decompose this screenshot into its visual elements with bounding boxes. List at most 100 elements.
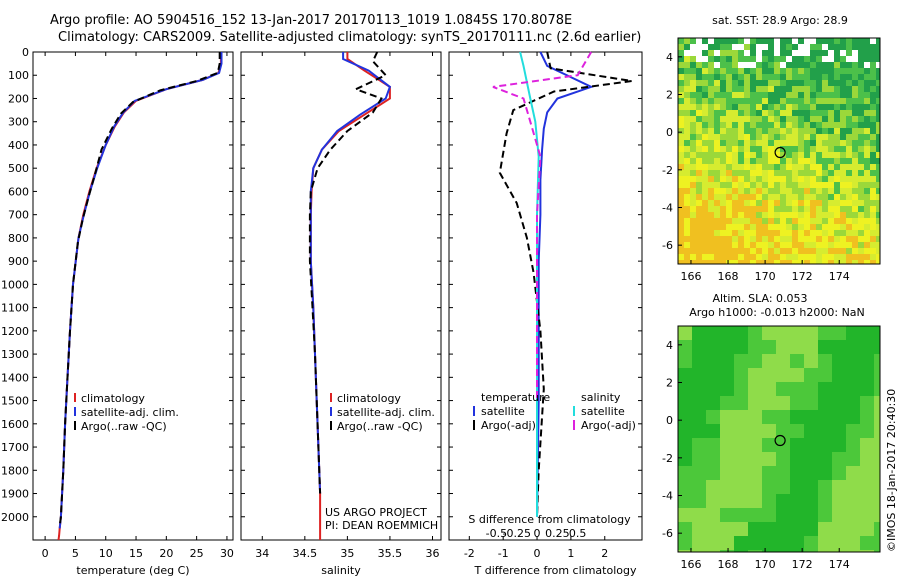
map-cell: [816, 224, 822, 230]
map-cell: [738, 86, 744, 92]
map-cell: [744, 38, 750, 44]
map-cell: [702, 110, 708, 116]
map-cell: [864, 140, 870, 146]
map-cell: [768, 116, 774, 122]
map-cell: [768, 92, 774, 98]
map-cell: [696, 242, 702, 248]
map-cell: [726, 44, 732, 50]
map-cell: [846, 368, 860, 382]
map-cell: [804, 128, 810, 134]
map-cell: [852, 242, 858, 248]
map-cell: [858, 44, 864, 50]
map-cell: [714, 212, 720, 218]
map-cell: [792, 38, 798, 44]
map-cell: [678, 494, 692, 508]
map-cell: [776, 410, 790, 424]
map-cell: [774, 188, 780, 194]
map-cell: [804, 164, 810, 170]
map-cell: [852, 248, 858, 254]
map-cell: [822, 230, 828, 236]
map-cell: [678, 44, 684, 50]
map-cell: [858, 50, 864, 56]
map-cell: [744, 122, 750, 128]
map-cell: [726, 170, 732, 176]
map-cell: [708, 146, 714, 152]
map-cell: [810, 260, 816, 264]
x-axis-label: temperature (deg C): [76, 564, 189, 577]
map-cell: [790, 522, 804, 536]
map-cell: [846, 354, 860, 368]
map-cell: [678, 236, 684, 242]
map-cell: [804, 98, 810, 104]
map-cell: [750, 218, 756, 224]
map-cell: [860, 480, 874, 494]
map-cell: [822, 218, 828, 224]
map-cell: [726, 218, 732, 224]
map-cell: [702, 236, 708, 242]
map-cell: [876, 50, 880, 56]
map-cell: [706, 326, 720, 340]
x-tick-label: 30: [220, 547, 234, 560]
map-cell: [780, 50, 786, 56]
map-cell: [792, 254, 798, 260]
map-cell: [744, 140, 750, 146]
map-cell: [696, 206, 702, 212]
map-cell: [822, 44, 828, 50]
map-cell: [798, 188, 804, 194]
map-cell: [798, 74, 804, 80]
map-cell: [852, 110, 858, 116]
map-cell: [756, 260, 762, 264]
map-cell: [738, 224, 744, 230]
map-cell: [732, 176, 738, 182]
map-cell: [738, 38, 744, 44]
map-cell: [734, 354, 748, 368]
map-cell: [684, 134, 690, 140]
map-cell: [774, 182, 780, 188]
map-cell: [858, 56, 864, 62]
map-cell: [762, 212, 768, 218]
map-cell: [720, 98, 726, 104]
map-x-tick-label: 174: [829, 558, 850, 571]
map-cell: [720, 396, 734, 410]
map-cell: [708, 80, 714, 86]
map-cell: [804, 182, 810, 188]
map-cell: [738, 116, 744, 122]
map-cell: [828, 122, 834, 128]
map-cell: [762, 182, 768, 188]
map-cell: [714, 254, 720, 260]
map-cell: [732, 128, 738, 134]
map-cell: [852, 98, 858, 104]
map-cell: [756, 158, 762, 164]
map-cell: [874, 438, 880, 452]
map-cell: [696, 176, 702, 182]
map-cell: [726, 110, 732, 116]
map-cell: [762, 382, 776, 396]
map-cell: [744, 230, 750, 236]
map-cell: [870, 176, 876, 182]
map-cell: [744, 158, 750, 164]
map-cell: [708, 68, 714, 74]
map-cell: [738, 140, 744, 146]
map-cell: [804, 152, 810, 158]
map-cell: [790, 354, 804, 368]
map-cell: [818, 452, 832, 466]
map-cell: [708, 86, 714, 92]
map-cell: [678, 104, 684, 110]
map-cell: [720, 354, 734, 368]
map-cell: [684, 116, 690, 122]
map-cell: [804, 68, 810, 74]
map-cell: [810, 128, 816, 134]
map-cell: [828, 236, 834, 242]
map-cell: [846, 140, 852, 146]
map-cell: [786, 128, 792, 134]
map-cell: [762, 340, 776, 354]
map-cell: [828, 104, 834, 110]
map-cell: [690, 170, 696, 176]
map-cell: [798, 212, 804, 218]
map-cell: [734, 410, 748, 424]
map-cell: [828, 56, 834, 62]
map-cell: [678, 80, 684, 86]
map-cell: [804, 212, 810, 218]
sst-map-title: sat. SST: 28.9 Argo: 28.9: [712, 14, 848, 27]
map-cell: [786, 248, 792, 254]
